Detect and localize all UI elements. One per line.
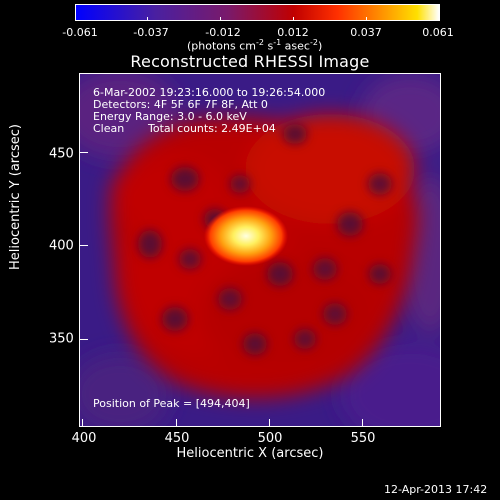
x-tick [176, 419, 177, 427]
y-tick [80, 245, 88, 246]
y-tick [80, 152, 88, 153]
units-exponent: -2 [255, 38, 264, 47]
x-tick [269, 419, 270, 427]
detectors-text: Detectors: 4F 5F 6F 7F 8F, Att 0 [93, 98, 268, 111]
image-canvas [80, 74, 440, 426]
x-tick-label: 450 [164, 431, 190, 446]
colorbar-tick-label: -0.012 [205, 26, 241, 39]
colorbar-units: (photons cm-2 s-1 asec-2) [187, 38, 322, 53]
units-exponent: -2 [309, 38, 318, 47]
x-tick-label: 400 [71, 431, 97, 446]
units-exponent: -1 [273, 38, 282, 47]
algorithm-text: Clean [93, 122, 125, 135]
colorbar-tick-label: -0.037 [133, 26, 169, 39]
colorbar-tick [293, 17, 294, 21]
timestamp-footer: 12-Apr-2013 17:42 [384, 483, 488, 496]
units-text: asec [281, 39, 310, 53]
peak-position-text: Position of Peak = [494,404] [93, 397, 250, 410]
y-tick [80, 339, 88, 340]
y-axis-label: Heliocentric Y (arcsec) [8, 124, 23, 270]
energy-range-text: Energy Range: 3.0 - 6.0 keV [93, 110, 247, 123]
colorbar-tick [147, 17, 148, 21]
emission-peak [204, 206, 288, 266]
x-tick [362, 419, 363, 427]
colorbar-tick-label: 0.061 [422, 26, 454, 39]
plot-title: Reconstructed RHESSI Image [130, 52, 370, 71]
units-text: ) [317, 39, 323, 53]
x-axis-label: Heliocentric X (arcsec) [176, 446, 324, 461]
colorbar-tick-label: 0.012 [277, 26, 309, 39]
colorbar-tick [439, 17, 440, 21]
rhessi-image-plot: 6-Mar-2002 19:23:16.000 to 19:26:54.000 … [79, 73, 441, 427]
y-tick-label: 450 [49, 146, 74, 162]
colorbar-tick-label: 0.037 [350, 26, 382, 39]
colorbar-tick [75, 17, 76, 21]
y-tick-label: 400 [49, 238, 74, 254]
units-text: (photons cm [187, 39, 256, 53]
x-tick-label: 550 [350, 431, 376, 446]
total-counts-text: Total counts: 2.49E+04 [148, 122, 276, 135]
x-tick [82, 419, 83, 427]
time-range-text: 6-Mar-2002 19:23:16.000 to 19:26:54.000 [93, 86, 326, 99]
colorbar-tick-label: -0.061 [62, 26, 98, 39]
colorbar [75, 4, 440, 21]
units-text: s [263, 39, 274, 53]
colorbar-tick [220, 17, 221, 21]
colorbar-tick [366, 17, 367, 21]
x-tick-label: 500 [257, 431, 283, 446]
y-tick-label: 350 [49, 331, 74, 347]
